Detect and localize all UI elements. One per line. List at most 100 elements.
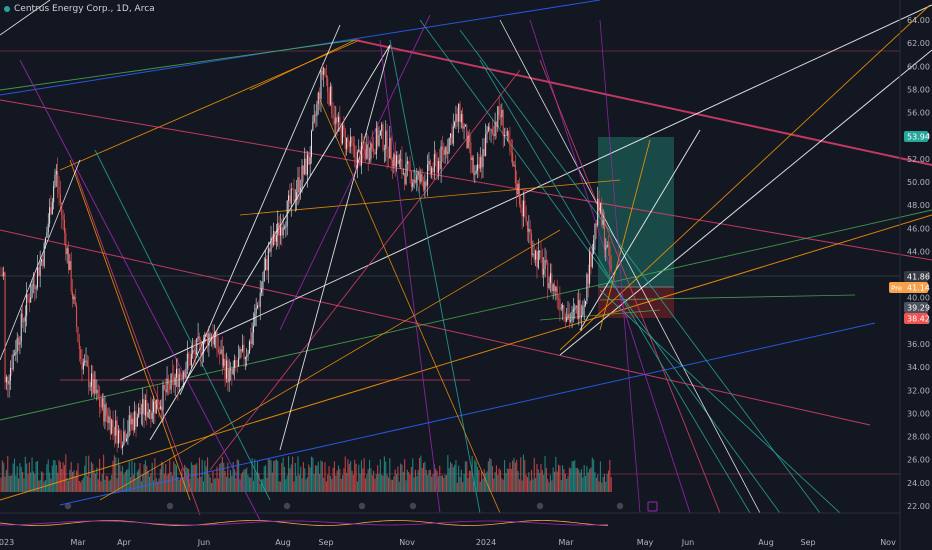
- trend-line[interactable]: [249, 39, 356, 91]
- candle-body: [358, 149, 360, 153]
- volume-bar: [385, 461, 387, 492]
- volume-bar: [564, 473, 566, 492]
- trend-line[interactable]: [459, 29, 821, 514]
- earnings-icon[interactable]: [64, 502, 72, 510]
- earnings-icon[interactable]: [409, 502, 417, 510]
- volume-bar: [358, 464, 360, 492]
- volume-bar: [428, 470, 430, 492]
- trend-line[interactable]: [74, 169, 201, 516]
- volume-bar: [391, 479, 394, 492]
- candle-body: [12, 354, 14, 370]
- volume-bar: [271, 472, 273, 492]
- trend-line[interactable]: [0, 209, 932, 421]
- volume-bar: [112, 460, 114, 492]
- volume-bar: [417, 469, 419, 492]
- volume-bar: [504, 460, 506, 492]
- trend-line[interactable]: [69, 159, 191, 501]
- trend-line[interactable]: [0, 39, 356, 91]
- trend-line[interactable]: [479, 59, 751, 514]
- earnings-icon[interactable]: [616, 502, 624, 510]
- trend-line[interactable]: [119, 4, 932, 381]
- earnings-icon[interactable]: [283, 502, 291, 510]
- candle-body: [598, 198, 600, 211]
- volume-bar: [593, 459, 595, 492]
- trend-line[interactable]: [59, 322, 876, 506]
- earnings-icon[interactable]: [166, 502, 174, 510]
- candle-body: [34, 284, 36, 289]
- candle-body: [157, 399, 159, 408]
- trend-line[interactable]: [599, 19, 641, 514]
- candle-body: [572, 309, 574, 312]
- trend-line[interactable]: [599, 289, 841, 514]
- trend-line[interactable]: [0, 99, 932, 261]
- volume-bar: [379, 459, 381, 492]
- earnings-icon[interactable]: [358, 502, 366, 510]
- trend-line[interactable]: [0, 229, 871, 426]
- long-position-tool[interactable]: [598, 137, 674, 318]
- trend-line[interactable]: [0, 0, 51, 36]
- candle-body: [431, 167, 433, 174]
- trend-line[interactable]: [389, 39, 481, 514]
- volume-bar: [495, 465, 497, 492]
- candle-body: [471, 157, 473, 161]
- volume-bar: [460, 469, 462, 492]
- candle-body: [239, 349, 241, 358]
- candle-body: [266, 258, 268, 271]
- candle-body: [131, 418, 133, 425]
- trend-line[interactable]: [379, 39, 441, 514]
- trend-line[interactable]: [319, 99, 501, 514]
- candle-body: [166, 378, 168, 393]
- candle-body: [81, 359, 83, 370]
- trend-line[interactable]: [239, 179, 621, 216]
- trend-line[interactable]: [354, 39, 932, 166]
- volume-bar: [327, 474, 329, 492]
- trend-line[interactable]: [599, 294, 856, 301]
- events-marker[interactable]: [647, 501, 658, 512]
- trend-line[interactable]: [99, 229, 561, 501]
- time-axis[interactable]: 2023 Mar Apr Jun Aug Sep Nov 2024 Mar May Jun Aug Se…: [0, 538, 896, 547]
- trend-line[interactable]: [559, 4, 931, 351]
- candle-body: [564, 315, 566, 322]
- volume-bar: [80, 482, 82, 492]
- candle-body: [332, 114, 334, 119]
- trend-line[interactable]: [579, 129, 701, 331]
- volume-bar: [560, 480, 562, 492]
- trend-lines[interactable]: [0, 0, 932, 521]
- symbol-title[interactable]: Centrus Energy Corp., 1D, Arca: [4, 4, 155, 14]
- candle-body: [516, 183, 518, 195]
- trend-line[interactable]: [279, 44, 391, 451]
- target-zone[interactable]: [598, 137, 674, 287]
- trend-line[interactable]: [94, 149, 271, 501]
- volume-bar: [587, 472, 589, 492]
- trend-line[interactable]: [179, 24, 341, 396]
- candle-body: [108, 416, 110, 424]
- volume-bar: [514, 462, 516, 492]
- volume-bar: [401, 464, 403, 492]
- volume-bar: [132, 474, 134, 492]
- candle-body: [589, 251, 591, 284]
- volume-bar: [32, 471, 34, 492]
- candle-body: [323, 68, 325, 75]
- trend-line[interactable]: [499, 19, 761, 514]
- candle-body: [204, 334, 206, 343]
- trend-line[interactable]: [0, 214, 932, 501]
- trend-line[interactable]: [19, 59, 261, 521]
- candle-body: [423, 181, 425, 191]
- trend-line[interactable]: [539, 59, 721, 514]
- volume-bar: [478, 470, 480, 492]
- volume-bar: [352, 474, 354, 492]
- volume-bar: [128, 461, 130, 492]
- candle-body: [101, 398, 103, 408]
- volume-bar: [456, 482, 458, 492]
- candle-body: [50, 207, 52, 215]
- volume-bar: [580, 469, 583, 492]
- volume-bar: [398, 481, 400, 492]
- trend-line[interactable]: [419, 19, 781, 514]
- trend-line[interactable]: [599, 139, 651, 331]
- volume-bar: [198, 457, 200, 492]
- trend-line[interactable]: [149, 44, 391, 441]
- price-axis[interactable]: 64.0062.0060.0058.0056.0054.0052.0050.00…: [907, 16, 930, 511]
- earnings-icon[interactable]: [536, 502, 544, 510]
- volume-bar: [162, 462, 164, 492]
